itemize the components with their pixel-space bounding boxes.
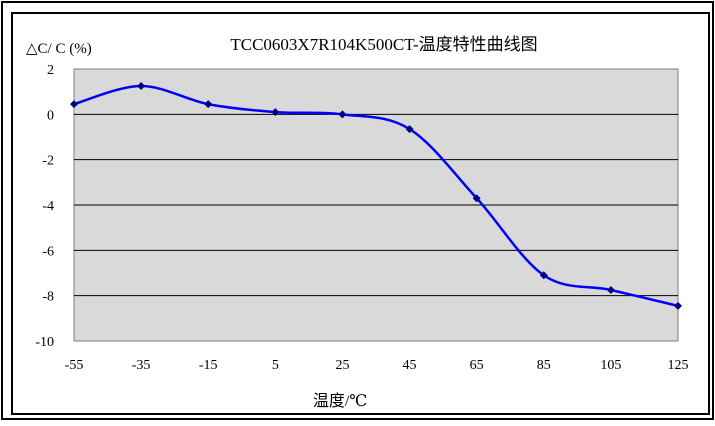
series-line — [73, 84, 679, 308]
y-tick-label: -10 — [35, 335, 54, 350]
x-tick-label: 85 — [537, 358, 551, 373]
data-point — [674, 301, 682, 310]
data-point — [204, 100, 213, 109]
x-tick-label: -55 — [65, 358, 84, 373]
y-tick-label: -8 — [42, 290, 54, 305]
x-tick-label: 45 — [403, 358, 417, 373]
chart-title: TCC0603X7R104K500CT-温度特性曲线图 — [230, 35, 537, 54]
x-tick-label: 125 — [668, 358, 689, 373]
y-tick-label: -4 — [42, 199, 54, 214]
x-tick-label: 65 — [470, 358, 484, 373]
x-tick-label: -35 — [132, 358, 151, 373]
y-axis-label: △C/ C (%) — [26, 41, 92, 57]
data-point — [606, 286, 615, 294]
y-tick-label: 2 — [47, 63, 54, 78]
data-point — [338, 110, 347, 119]
x-axis-label: 温度/℃ — [313, 392, 367, 410]
x-tick-label: -15 — [199, 358, 218, 373]
x-tick-label: 105 — [600, 358, 621, 373]
data-point — [271, 108, 280, 117]
data-point — [539, 271, 548, 280]
data-point — [472, 194, 481, 203]
x-tick-labels: -55 -35 -15 5 25 45 65 85 105 125 — [65, 358, 689, 373]
x-tick-label: 5 — [272, 358, 279, 373]
y-tick-label: 0 — [47, 108, 54, 123]
data-point — [137, 82, 146, 90]
x-tick-label: 25 — [335, 358, 349, 373]
grid-lines — [74, 113, 678, 297]
y-tick-label: -6 — [42, 244, 54, 259]
inner-frame — [11, 12, 710, 415]
y-tick-labels: 2 0 -2 -4 -6 -8 -10 — [35, 63, 54, 350]
y-tick-label: -2 — [42, 154, 54, 169]
series-layer — [70, 82, 682, 310]
data-point — [405, 125, 414, 134]
data-point — [70, 100, 78, 109]
